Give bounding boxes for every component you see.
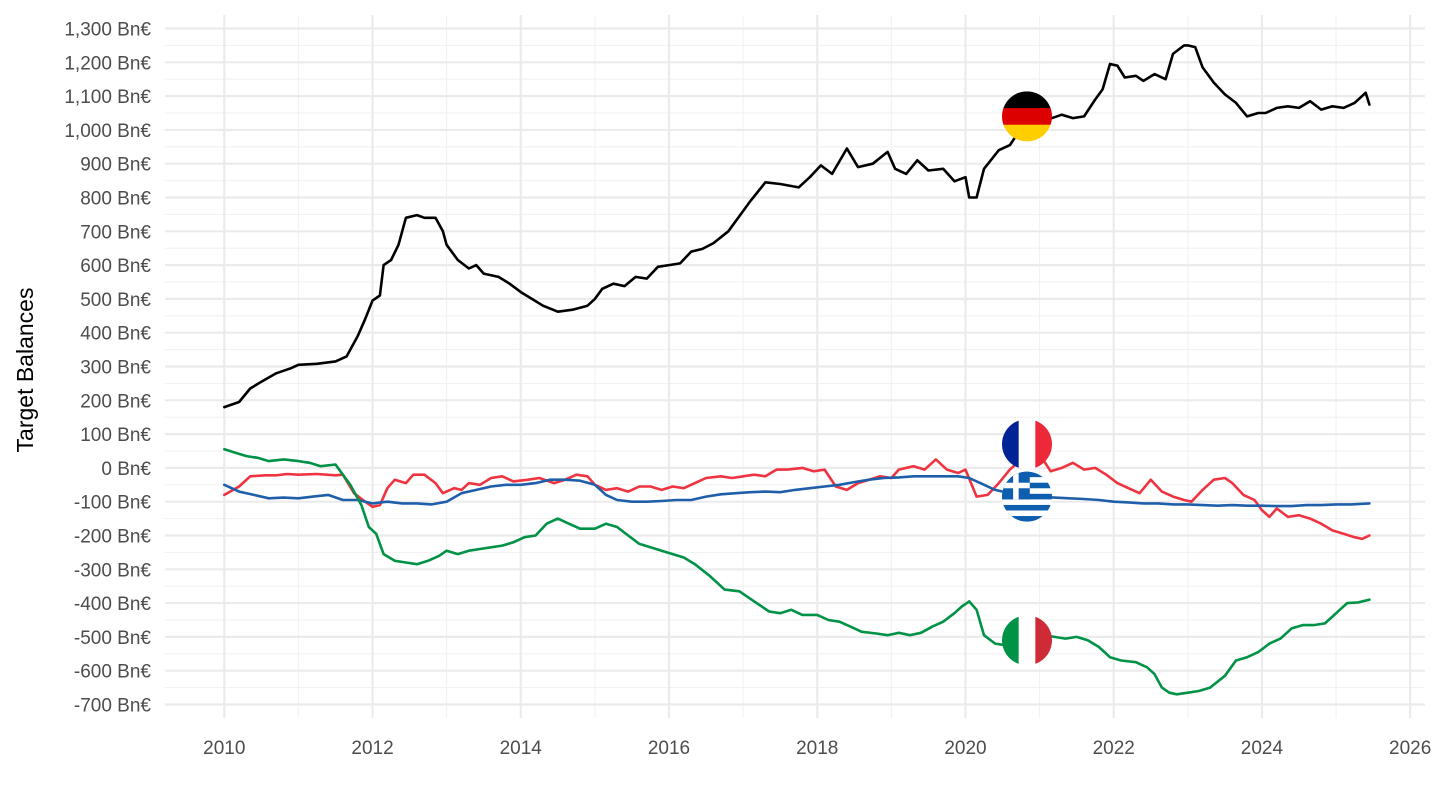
germany-line [223,44,1371,409]
x-tick-label: 2026 [1389,738,1431,759]
y-tick-label: 700 Bn€ [80,222,151,243]
x-tick-label: 2018 [796,738,838,759]
y-tick-label: -400 Bn€ [74,594,152,615]
greece-line [223,475,1371,508]
y-tick-label: 900 Bn€ [80,155,151,176]
y-tick-label: 400 Bn€ [80,324,151,345]
y-axis-title: Target Balances [12,288,38,453]
y-tick-label: 0 Bn€ [101,459,151,480]
y-tick-label: 1,300 Bn€ [64,20,151,41]
france-flag-icon [1002,419,1052,470]
y-tick-label: -200 Bn€ [74,526,152,547]
y-tick-label: 600 Bn€ [80,256,151,277]
x-tick-label: 2024 [1241,738,1284,759]
y-tick-label: 300 Bn€ [80,358,151,379]
x-tick-label: 2014 [500,738,543,759]
x-tick-label: 2016 [648,738,690,759]
y-tick-label: 100 Bn€ [80,425,151,446]
x-tick-label: 2010 [203,738,245,759]
country-flags [1002,91,1052,666]
y-tick-label: 1,000 Bn€ [64,121,151,142]
y-tick-label: -100 Bn€ [74,493,152,514]
x-axis-tick-labels: 2010 2012 2014 2016 2018 2020 2022 2024 2026 [203,738,1431,759]
x-tick-label: 2012 [351,738,393,759]
x-tick-label: 2022 [1093,738,1135,759]
x-tick-label: 2020 [944,738,986,759]
y-axis-tick-labels: 1,300 Bn€ 1,200 Bn€ 1,100 Bn€ 1,000 Bn€ 900 … [64,20,151,717]
y-tick-label: -500 Bn€ [74,628,152,649]
y-tick-label: 800 Bn€ [80,189,151,210]
italy-flag-icon [1002,615,1052,666]
y-tick-label: 1,200 Bn€ [64,53,151,74]
greece-flag-icon [1002,471,1052,522]
y-tick-label: -300 Bn€ [74,560,152,581]
y-tick-label: 1,100 Bn€ [64,87,151,108]
y-tick-label: -600 Bn€ [74,662,152,683]
germany-flag-icon [1002,91,1052,142]
y-tick-label: 200 Bn€ [80,391,151,412]
series-lines [223,44,1371,696]
italy-line [223,448,1371,696]
y-tick-label: 500 Bn€ [80,290,151,311]
y-tick-label: -700 Bn€ [74,695,152,716]
france-line [223,446,1371,541]
